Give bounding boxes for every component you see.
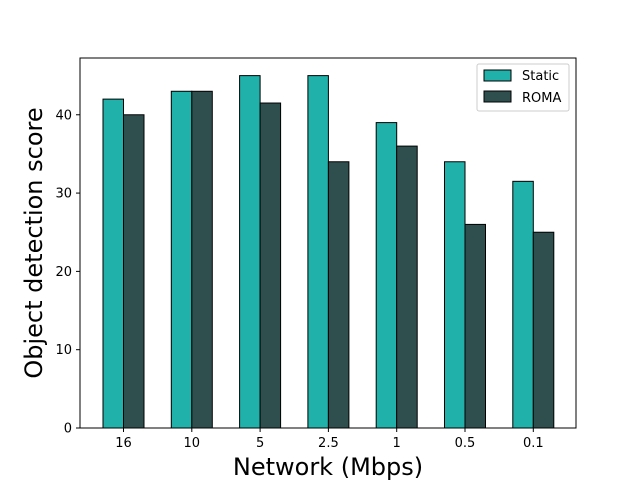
legend: Static ROMA [476,63,570,112]
y-axis-title: Object detection score [20,107,48,378]
bar-static-2.5 [307,75,329,429]
x-tick-label: 0.1 [523,436,544,451]
x-tick-label: 1 [393,436,401,451]
legend-label-static: Static [522,69,559,84]
bar-static-0.5 [444,161,466,429]
legend-swatch-static [483,69,512,82]
x-tick-label: 2.5 [318,436,339,451]
y-axis: 0 10 20 30 40 [55,108,80,437]
bar-static-5 [239,75,261,429]
bar-static-10 [170,90,193,429]
bar-roma-1 [396,145,418,429]
x-tick-label: 16 [115,436,132,451]
bars-layer [102,75,555,429]
bar-static-0.1 [512,180,534,429]
bar-roma-2.5 [327,161,350,429]
x-tick-label: 5 [256,436,264,451]
y-tick-label: 20 [55,265,72,280]
x-axis-title: Network (Mbps) [233,453,423,480]
y-tick-label: 0 [64,422,72,437]
x-axis: 16 10 5 2.5 1 0.5 0.1 [115,428,544,451]
y-tick-label: 30 [55,187,72,202]
bar-roma-5 [259,102,282,429]
bar-roma-10 [191,90,213,429]
legend-swatch-roma [483,90,512,103]
y-tick-label: 10 [55,343,72,358]
bar-roma-16 [123,114,145,429]
bar-roma-0.5 [464,223,486,429]
legend-label-roma: ROMA [522,91,561,106]
x-tick-label: 10 [184,436,201,451]
bar-static-16 [102,98,124,429]
bar-static-1 [375,122,398,429]
y-tick-label: 40 [55,108,72,123]
bar-roma-0.1 [532,231,555,429]
x-tick-label: 0.5 [455,436,476,451]
